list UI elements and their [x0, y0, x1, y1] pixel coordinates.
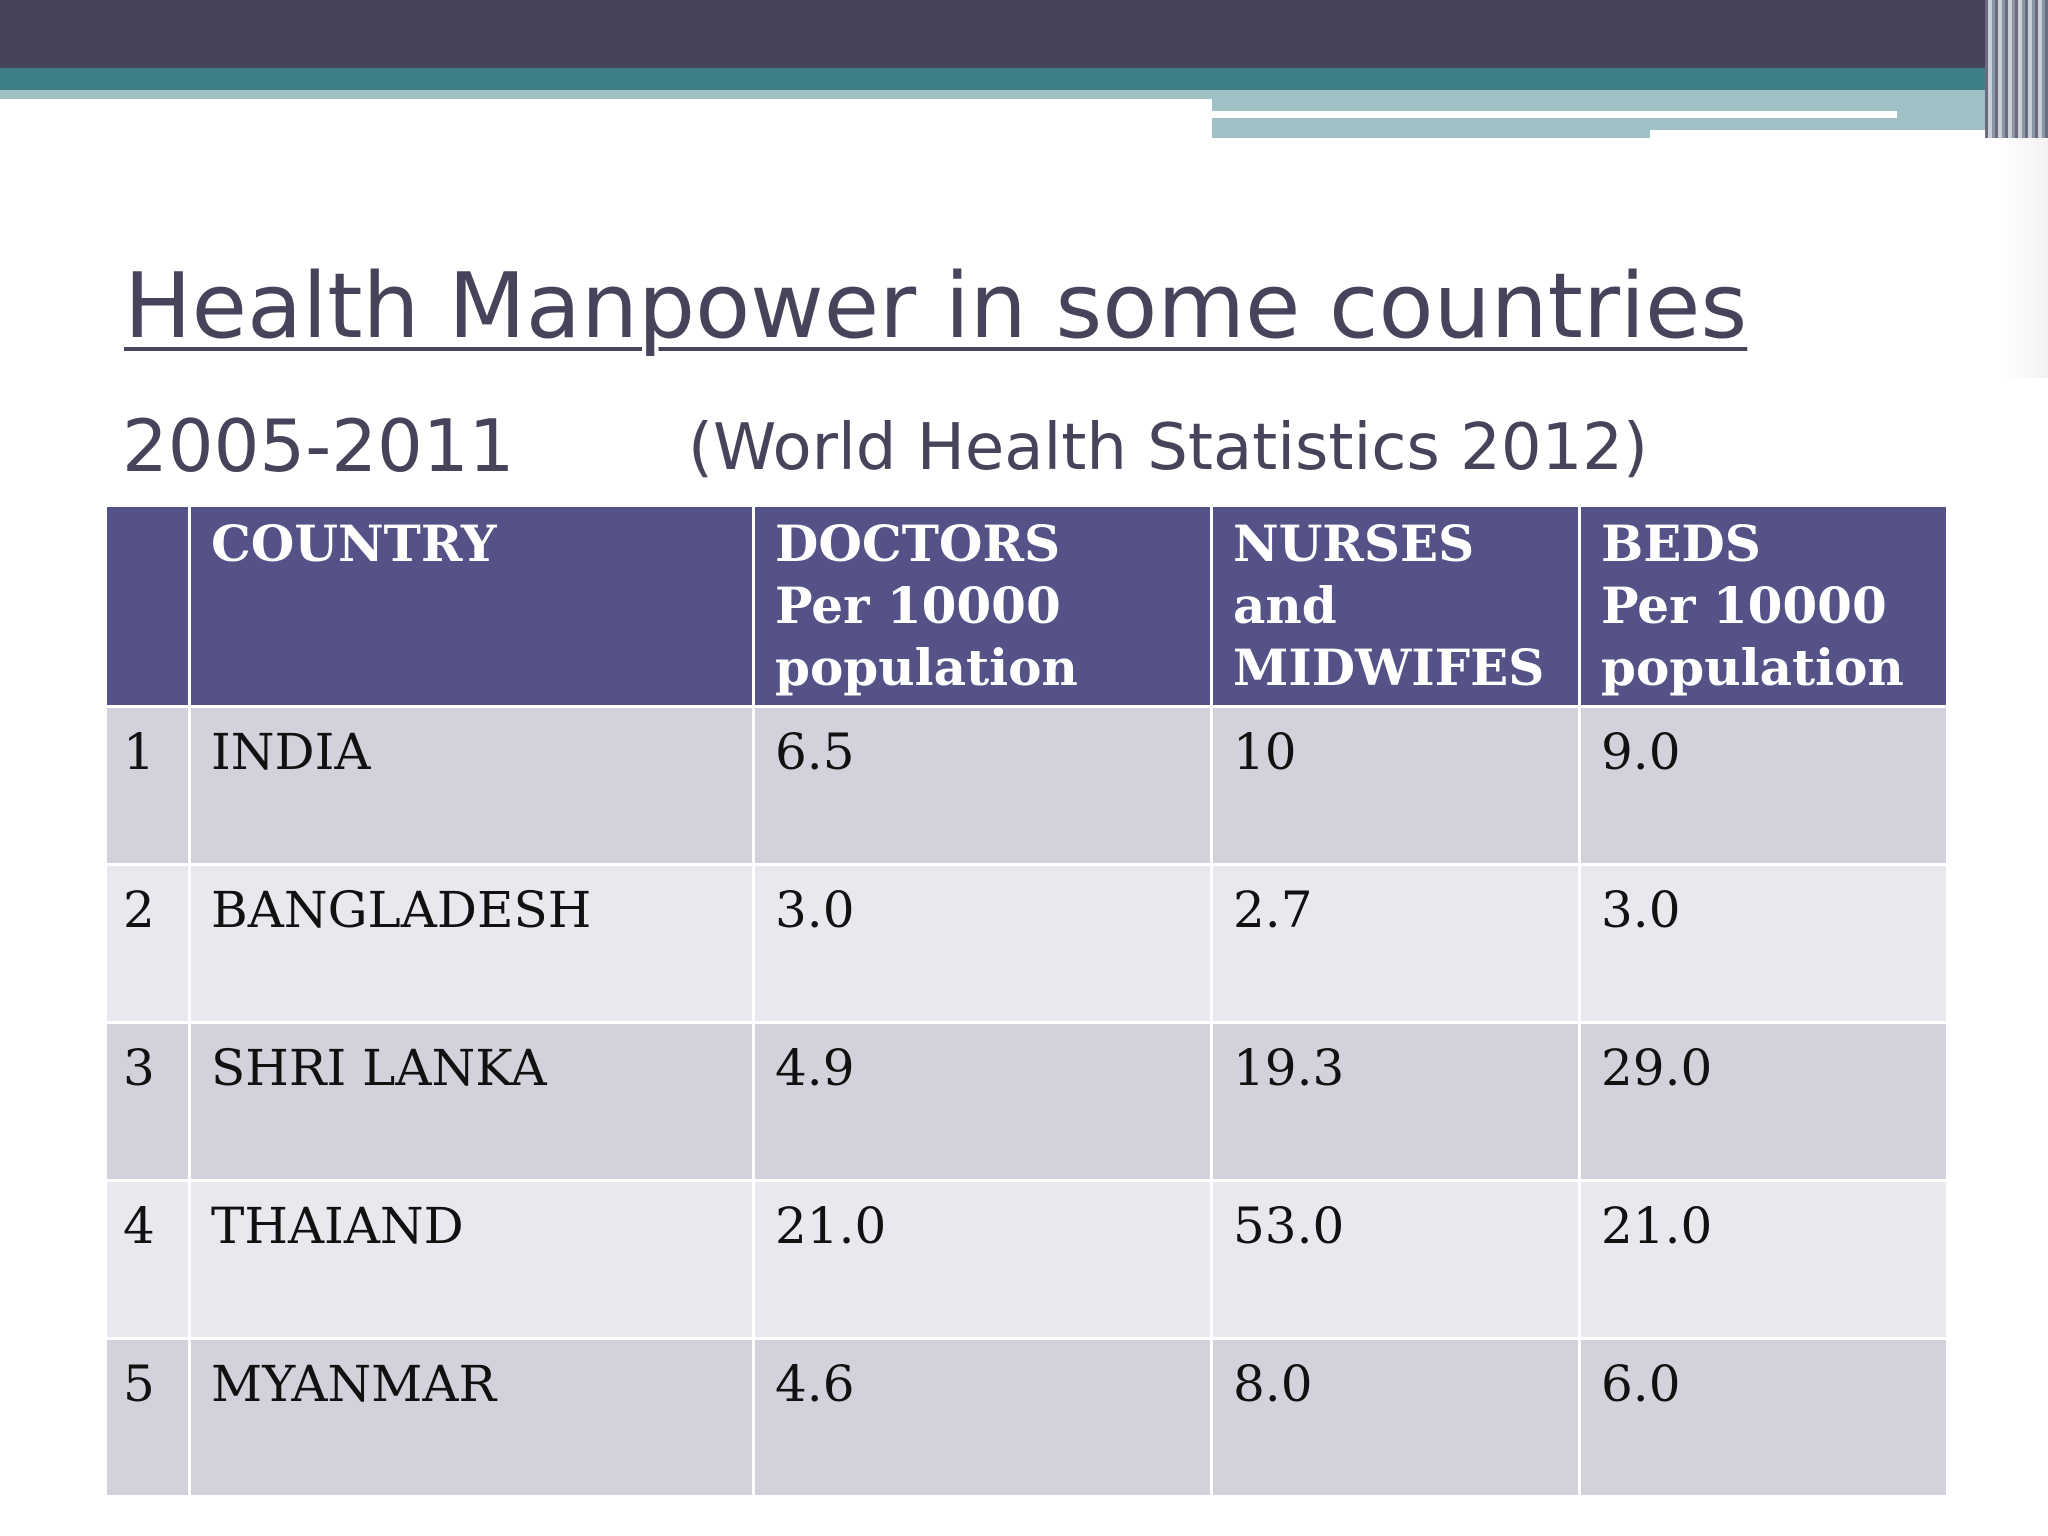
doctors-cell: 6.5 — [752, 705, 1213, 866]
header-index — [104, 504, 191, 708]
header-edge-stripes — [1985, 0, 2048, 138]
beds-cell: 6.0 — [1578, 1337, 1949, 1498]
edge-shadow — [2000, 138, 2048, 378]
header-nurses: NURSES and MIDWIFES — [1210, 504, 1581, 708]
row-index: 1 — [104, 705, 191, 866]
header-band-dark — [0, 0, 2048, 68]
doctors-cell: 3.0 — [752, 863, 1213, 1024]
subtitle-years: 2005-2011 — [122, 404, 515, 488]
table-header-row: COUNTRY DOCTORS Per 10000 population NUR… — [104, 504, 1949, 708]
header-band-right-gap — [1650, 130, 2010, 138]
table-row: 3 SHRI LANKA 4.9 19.3 29.0 — [104, 1021, 1949, 1182]
country-cell: INDIA — [188, 705, 755, 866]
country-cell: BANGLADESH — [188, 863, 755, 1024]
table-row: 1 INDIA 6.5 10 9.0 — [104, 705, 1949, 866]
nurses-cell: 10 — [1210, 705, 1581, 866]
row-index: 4 — [104, 1179, 191, 1340]
doctors-cell: 4.9 — [752, 1021, 1213, 1182]
header-band-right-line — [1212, 111, 1897, 118]
nurses-cell: 53.0 — [1210, 1179, 1581, 1340]
nurses-cell: 8.0 — [1210, 1337, 1581, 1498]
slide-title: Health Manpower in some countries — [124, 254, 1748, 359]
country-cell: SHRI LANKA — [188, 1021, 755, 1182]
country-cell: MYANMAR — [188, 1337, 755, 1498]
subtitle-source: (World Health Statistics 2012) — [688, 411, 1648, 485]
row-index: 3 — [104, 1021, 191, 1182]
table-row: 4 THAIAND 21.0 53.0 21.0 — [104, 1179, 1949, 1340]
header-beds: BEDS Per 10000 population — [1578, 504, 1949, 708]
table-row: 5 MYANMAR 4.6 8.0 6.0 — [104, 1337, 1949, 1498]
row-index: 5 — [104, 1337, 191, 1498]
beds-cell: 9.0 — [1578, 705, 1949, 866]
health-manpower-table: COUNTRY DOCTORS Per 10000 population NUR… — [104, 504, 1949, 1498]
beds-cell: 3.0 — [1578, 863, 1949, 1024]
header-band-teal — [0, 68, 2010, 90]
doctors-cell: 4.6 — [752, 1337, 1213, 1498]
header-doctors: DOCTORS Per 10000 population — [752, 504, 1213, 708]
beds-cell: 29.0 — [1578, 1021, 1949, 1182]
beds-cell: 21.0 — [1578, 1179, 1949, 1340]
header-country: COUNTRY — [188, 504, 755, 708]
row-index: 2 — [104, 863, 191, 1024]
doctors-cell: 21.0 — [752, 1179, 1213, 1340]
table-row: 2 BANGLADESH 3.0 2.7 3.0 — [104, 863, 1949, 1024]
header-band-light — [0, 90, 1212, 99]
nurses-cell: 19.3 — [1210, 1021, 1581, 1182]
nurses-cell: 2.7 — [1210, 863, 1581, 1024]
country-cell: THAIAND — [188, 1179, 755, 1340]
